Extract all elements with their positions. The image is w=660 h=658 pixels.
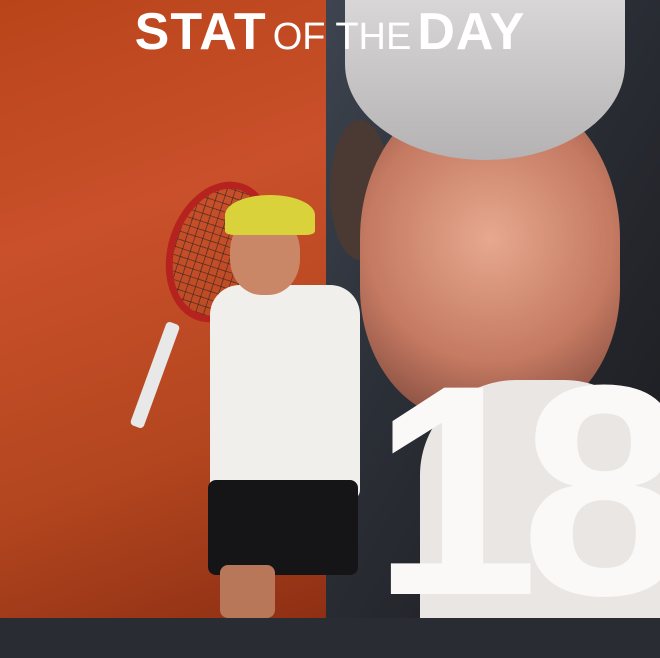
headline-day: DAY xyxy=(417,3,526,61)
headline: STAT OF THE DAY xyxy=(0,2,660,62)
player-shorts xyxy=(208,480,358,575)
player-shirt xyxy=(210,285,360,500)
headline-stat: STAT xyxy=(134,3,267,61)
player-closeup-cap xyxy=(345,0,625,160)
player-cap xyxy=(225,195,315,235)
headline-of-the: OF THE xyxy=(272,16,412,58)
player-action-figure xyxy=(130,190,390,618)
player-leg xyxy=(220,565,275,618)
player-closeup-shirt xyxy=(420,380,660,618)
stat-number: 18 xyxy=(372,322,660,658)
